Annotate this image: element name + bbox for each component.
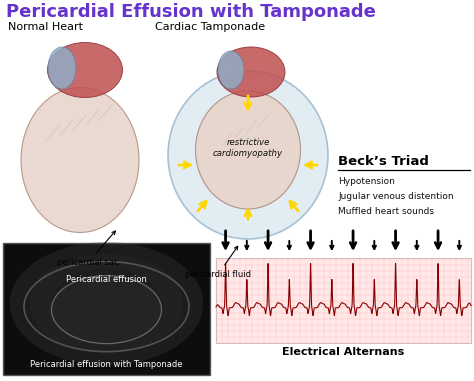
Ellipse shape bbox=[218, 51, 244, 89]
Text: restrictive
cardiomyopathy: restrictive cardiomyopathy bbox=[213, 138, 283, 158]
Ellipse shape bbox=[9, 242, 203, 365]
Ellipse shape bbox=[52, 269, 162, 339]
Ellipse shape bbox=[52, 275, 162, 344]
Text: Normal Heart: Normal Heart bbox=[8, 22, 83, 32]
Ellipse shape bbox=[21, 88, 139, 232]
Text: Jugular venous distention: Jugular venous distention bbox=[338, 192, 454, 201]
Text: Muffled heart sounds: Muffled heart sounds bbox=[338, 207, 434, 216]
Bar bbox=[3, 243, 210, 375]
Text: Cardiac Tamponade: Cardiac Tamponade bbox=[155, 22, 265, 32]
Text: Beck’s Triad: Beck’s Triad bbox=[338, 155, 429, 168]
Text: Hypotension: Hypotension bbox=[338, 177, 395, 186]
Text: pericardial fluid: pericardial fluid bbox=[185, 246, 251, 279]
Text: Pericardial effusion: Pericardial effusion bbox=[66, 275, 147, 285]
Ellipse shape bbox=[47, 43, 122, 98]
Text: Pericardial Effusion with Tamponade: Pericardial Effusion with Tamponade bbox=[6, 3, 376, 21]
Bar bbox=[216, 258, 471, 343]
Ellipse shape bbox=[29, 255, 183, 353]
Ellipse shape bbox=[48, 47, 76, 89]
Ellipse shape bbox=[217, 47, 285, 97]
Text: Pericardial effusion with Tamponade: Pericardial effusion with Tamponade bbox=[30, 360, 183, 369]
Text: Electrical Alternans: Electrical Alternans bbox=[283, 347, 405, 357]
Text: pericardial sac: pericardial sac bbox=[57, 231, 119, 267]
Ellipse shape bbox=[168, 71, 328, 239]
Ellipse shape bbox=[195, 91, 301, 209]
